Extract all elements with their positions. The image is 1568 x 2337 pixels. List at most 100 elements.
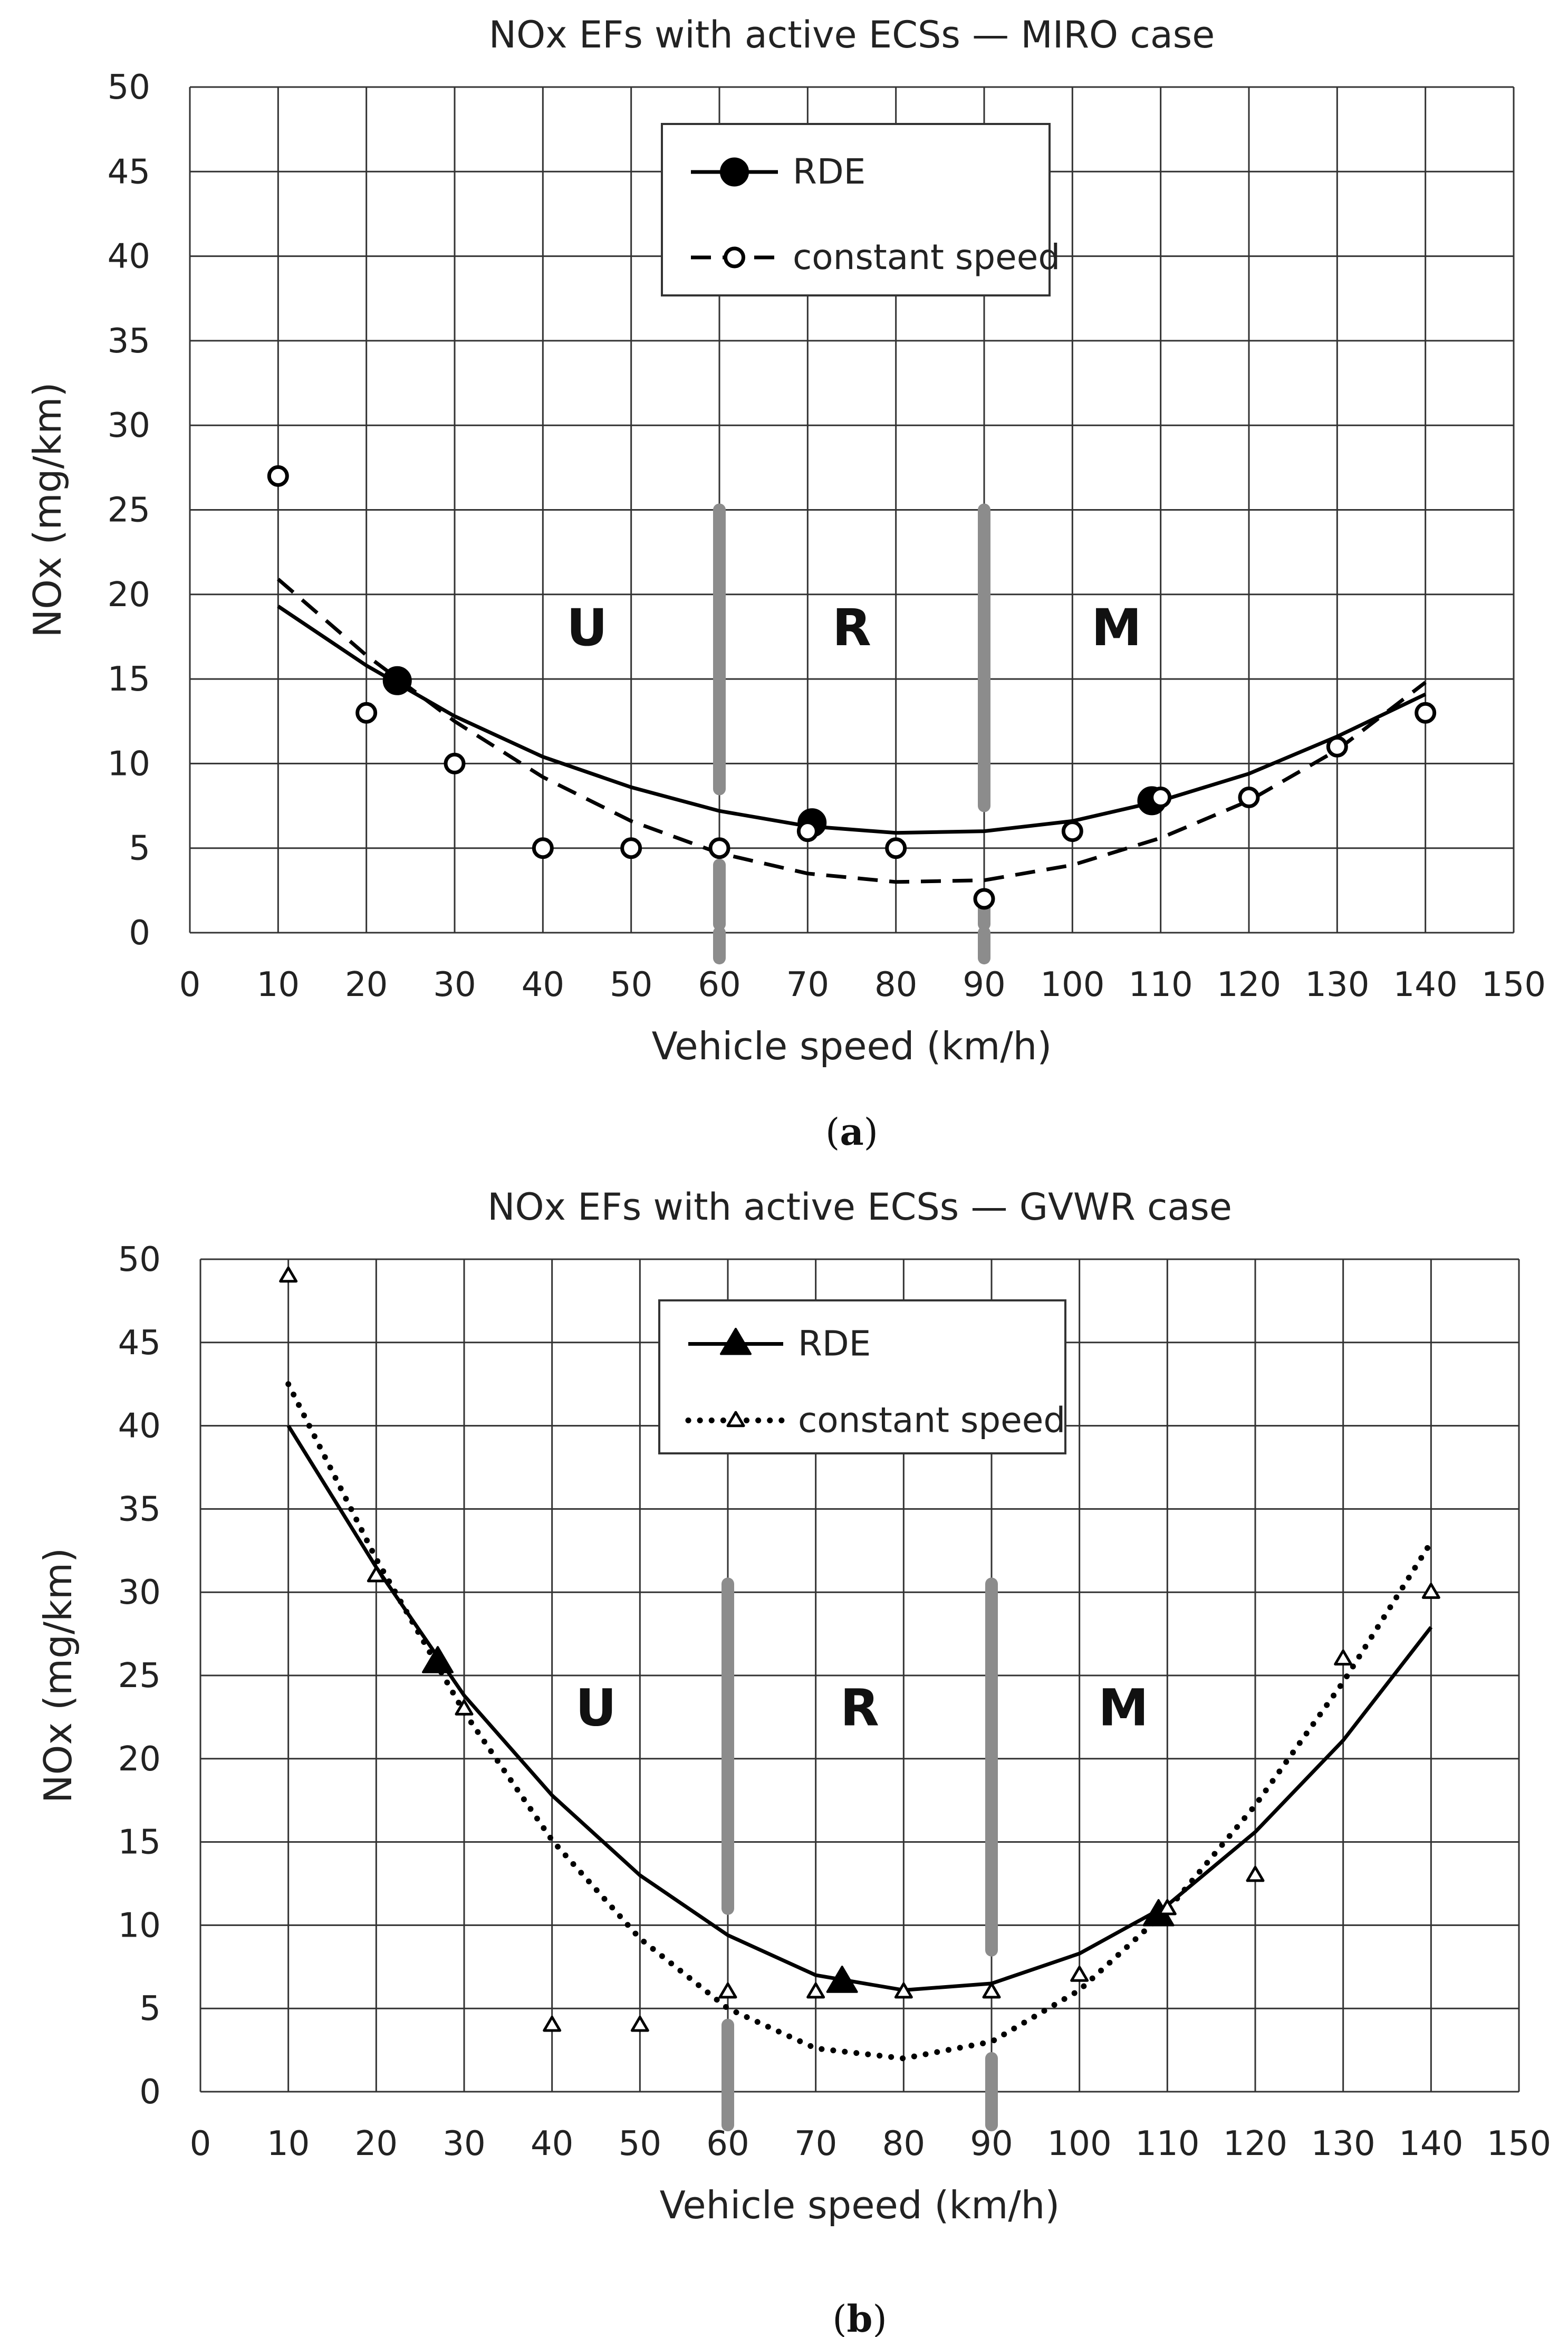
x-tick-label: 20 [345, 965, 388, 1004]
caption-close: ) [864, 1110, 878, 1154]
y-tick-label: 50 [108, 68, 150, 107]
y-tick-label: 35 [108, 322, 150, 361]
points-series-2 [279, 1266, 1440, 2032]
data-point [543, 2015, 562, 2032]
region-label: M [1098, 1679, 1149, 1738]
data-point [826, 1966, 858, 1993]
x-tick-label: 20 [355, 2124, 398, 2163]
data-point [355, 702, 378, 724]
y-tick-label: 10 [108, 744, 150, 783]
data-point [1334, 1649, 1353, 1666]
data-point [1061, 820, 1083, 842]
y-tick-label: 5 [139, 1989, 161, 2028]
x-tick-label: 150 [1487, 2124, 1551, 2163]
legend-marker-series-2 [726, 1411, 745, 1428]
legend-label-series-2: constant speed [798, 1400, 1065, 1441]
data-point [267, 465, 289, 487]
data-point [708, 837, 730, 859]
legend-marker-series-1 [720, 1327, 752, 1355]
caption-label: b [847, 2297, 873, 2337]
x-axis-label: Vehicle speed (km/h) [652, 1024, 1052, 1068]
x-tick-label: 130 [1305, 965, 1369, 1004]
chart-b: NOx EFs with active ECSs — GVWR case 0 10 2… [36, 1185, 1551, 2337]
y-tick-label: 50 [118, 1240, 161, 1279]
y-tick-label: 40 [108, 237, 150, 276]
x-tick-label: 80 [874, 965, 917, 1004]
data-point [1421, 1583, 1440, 1599]
data-point [885, 837, 907, 859]
data-point [718, 1982, 737, 1999]
region-label: M [1091, 598, 1142, 657]
trend-line-series-2 [285, 1381, 1434, 2062]
legend-marker-series-1 [720, 157, 749, 187]
x-tick-label: 110 [1129, 965, 1193, 1004]
region-label: U [575, 1679, 617, 1738]
data-point [894, 1982, 913, 1999]
legend-label-series-1: RDE [793, 151, 865, 192]
points-series-2 [267, 465, 1437, 910]
x-tick-label: 10 [267, 2124, 310, 2163]
legend-box [658, 1299, 1066, 1454]
y-tick-label: 30 [108, 406, 150, 445]
y-tick-label: 10 [118, 1906, 161, 1945]
trend-line-series-2 [277, 578, 1427, 884]
data-point [1238, 787, 1260, 809]
caption-close: ) [872, 2297, 887, 2337]
x-tick-label: 150 [1482, 965, 1546, 1004]
data-point [806, 1982, 825, 1999]
x-tick-label: 40 [531, 2124, 573, 2163]
caption-label: a [840, 1110, 863, 1154]
data-point [382, 666, 412, 695]
data-point [1326, 735, 1348, 758]
x-tick-label: 140 [1399, 2124, 1463, 2163]
caption-open: ( [825, 1110, 840, 1154]
data-point [455, 1699, 474, 1716]
chart-title: NOx EFs with active ECSs — GVWR case [487, 1185, 1232, 1229]
y-tick-label: 0 [139, 2073, 161, 2112]
x-tick-label: 10 [257, 965, 300, 1004]
y-tick-label: 45 [108, 152, 150, 191]
y-tick-label: 15 [118, 1823, 161, 1862]
x-tick-label: 50 [610, 965, 652, 1004]
y-tick-label: 0 [129, 914, 150, 953]
x-tick-label: 30 [433, 965, 476, 1004]
data-point [367, 1566, 386, 1583]
y-tick-label: 5 [129, 829, 150, 868]
x-tick-label: 0 [179, 965, 201, 1004]
y-axis-label: NOx (mg/km) [25, 382, 70, 637]
x-tick-label: 60 [698, 965, 740, 1004]
y-tick-label: 15 [108, 660, 150, 699]
caption-open: ( [832, 2297, 846, 2337]
figure-caption: (b) [832, 2297, 887, 2337]
y-tick-label: 40 [118, 1407, 161, 1446]
y-tick-label: 30 [118, 1573, 161, 1612]
x-tick-label: 120 [1223, 2124, 1287, 2163]
data-point [796, 820, 819, 842]
y-axis-label: NOx (mg/km) [36, 1548, 80, 1803]
legend-marker-series-2 [724, 246, 745, 269]
data-point [1150, 787, 1172, 809]
y-tick-label: 20 [108, 576, 150, 615]
legend-label-series-1: RDE [798, 1324, 871, 1364]
data-point [630, 2015, 649, 2032]
x-tick-label: 0 [190, 2124, 211, 2163]
x-tick-label: 90 [963, 965, 1005, 1004]
chart-title: NOx EFs with active ECSs — MIRO case [489, 13, 1215, 56]
x-tick-label: 50 [619, 2124, 661, 2163]
data-point [1158, 1899, 1177, 1915]
legend: RDE constant speed [661, 123, 1060, 296]
y-tick-label: 25 [108, 491, 150, 530]
data-point [1246, 1865, 1265, 1882]
y-tick-label: 20 [118, 1740, 161, 1779]
data-point [422, 1646, 454, 1673]
data-point [973, 888, 995, 910]
x-tick-label: 140 [1393, 965, 1458, 1004]
y-tick-label: 35 [118, 1490, 161, 1529]
region-label: R [840, 1679, 879, 1738]
region-label: R [832, 598, 871, 657]
x-tick-label: 70 [786, 965, 829, 1004]
y-tick-label: 45 [118, 1324, 161, 1363]
trend-line-series-1 [286, 1424, 1433, 1993]
x-axis-label: Vehicle speed (km/h) [660, 2183, 1060, 2227]
legend-label-series-2: constant speed [793, 237, 1060, 277]
